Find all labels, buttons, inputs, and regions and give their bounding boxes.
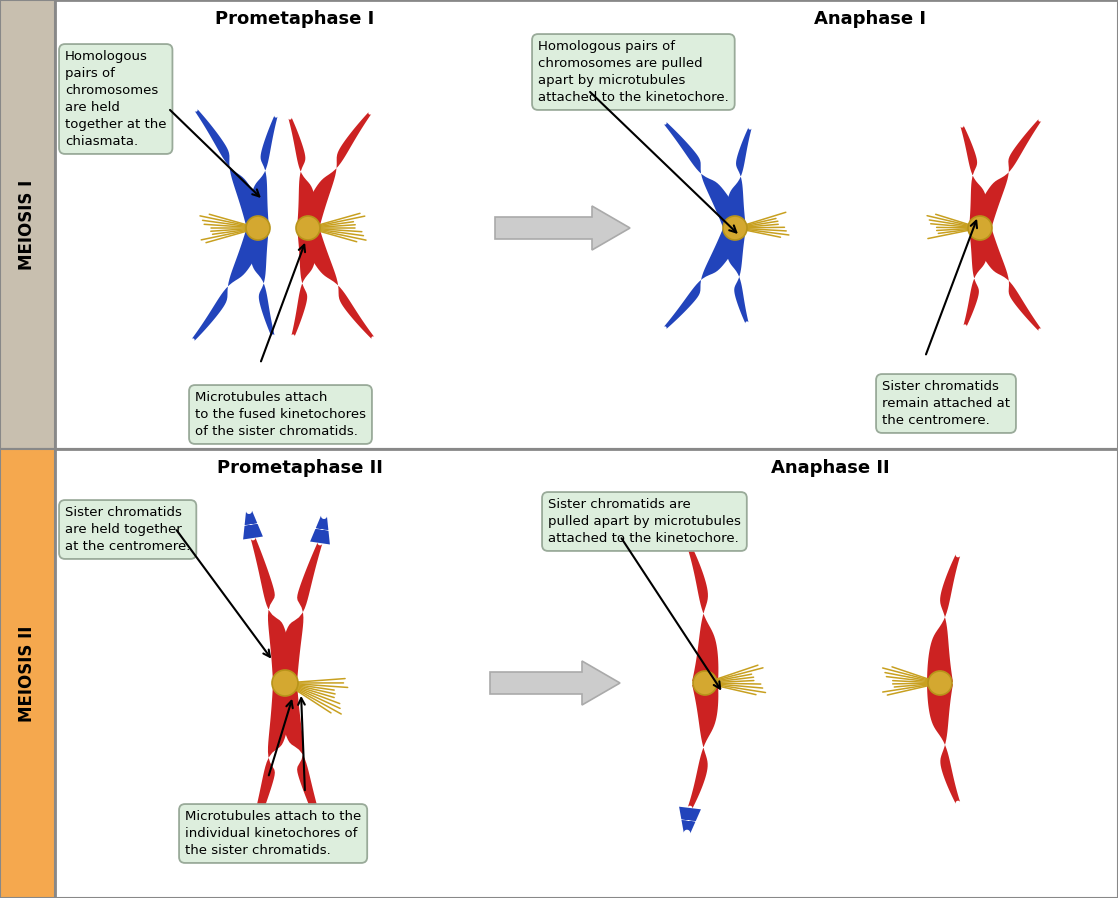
Text: Sister chromatids are
pulled apart by microtubules
attached to the kinetochore.: Sister chromatids are pulled apart by mi… [548, 498, 741, 545]
Polygon shape [679, 521, 701, 550]
Polygon shape [724, 227, 749, 323]
Polygon shape [247, 227, 275, 337]
Circle shape [246, 216, 271, 240]
Text: MEIOSIS II: MEIOSIS II [18, 625, 36, 722]
Text: Sister chromatids
are held together
at the centromere.: Sister chromatids are held together at t… [65, 506, 190, 553]
Polygon shape [960, 126, 991, 228]
Polygon shape [273, 682, 322, 826]
Text: Microtubules attach
to the fused kinetochores
of the sister chromatids.: Microtubules attach to the fused kinetoc… [195, 391, 366, 438]
Polygon shape [724, 128, 751, 228]
Polygon shape [288, 118, 319, 228]
Circle shape [296, 216, 320, 240]
Bar [55, 0, 1118, 449]
Polygon shape [250, 537, 297, 684]
Text: Prometaphase I: Prometaphase I [216, 10, 375, 28]
Polygon shape [297, 112, 371, 232]
Polygon shape [969, 224, 1041, 331]
Polygon shape [679, 806, 701, 833]
Polygon shape [310, 823, 330, 851]
Polygon shape [490, 661, 620, 705]
Polygon shape [688, 681, 719, 809]
Polygon shape [243, 511, 263, 540]
Polygon shape [273, 542, 322, 684]
Polygon shape [688, 547, 719, 685]
Polygon shape [310, 515, 330, 544]
Polygon shape [664, 122, 745, 233]
Polygon shape [927, 554, 960, 684]
Text: Sister chromatids
remain attached at
the centromere.: Sister chromatids remain attached at the… [882, 380, 1010, 427]
Polygon shape [243, 830, 263, 858]
Polygon shape [195, 109, 268, 232]
Text: Prometaphase II: Prometaphase II [217, 459, 383, 477]
Circle shape [272, 670, 299, 696]
Polygon shape [927, 682, 960, 804]
Polygon shape [969, 119, 1041, 232]
Bar [0, 449, 55, 898]
Text: Homologous
pairs of
chromosomes
are held
together at the
chiasmata.: Homologous pairs of chromosomes are held… [65, 50, 167, 148]
Bar [0, 0, 55, 449]
Bar [55, 449, 1118, 898]
Polygon shape [292, 227, 319, 337]
Text: Microtubules attach to the
individual kinetochores of
the sister chromatids.: Microtubules attach to the individual ki… [184, 810, 361, 857]
Text: MEIOSIS I: MEIOSIS I [18, 180, 36, 269]
Polygon shape [247, 116, 277, 228]
Circle shape [693, 671, 717, 695]
Polygon shape [964, 227, 991, 327]
Polygon shape [297, 224, 375, 339]
Text: Anaphase II: Anaphase II [770, 459, 889, 477]
Polygon shape [664, 224, 745, 330]
Polygon shape [192, 224, 268, 341]
Text: Anaphase I: Anaphase I [814, 10, 926, 28]
Circle shape [723, 216, 747, 240]
Polygon shape [495, 206, 631, 250]
Text: Homologous pairs of
chromosomes are pulled
apart by microtubules
attached to the: Homologous pairs of chromosomes are pull… [538, 40, 729, 104]
Circle shape [968, 216, 992, 240]
Circle shape [928, 671, 953, 695]
Polygon shape [250, 682, 297, 832]
